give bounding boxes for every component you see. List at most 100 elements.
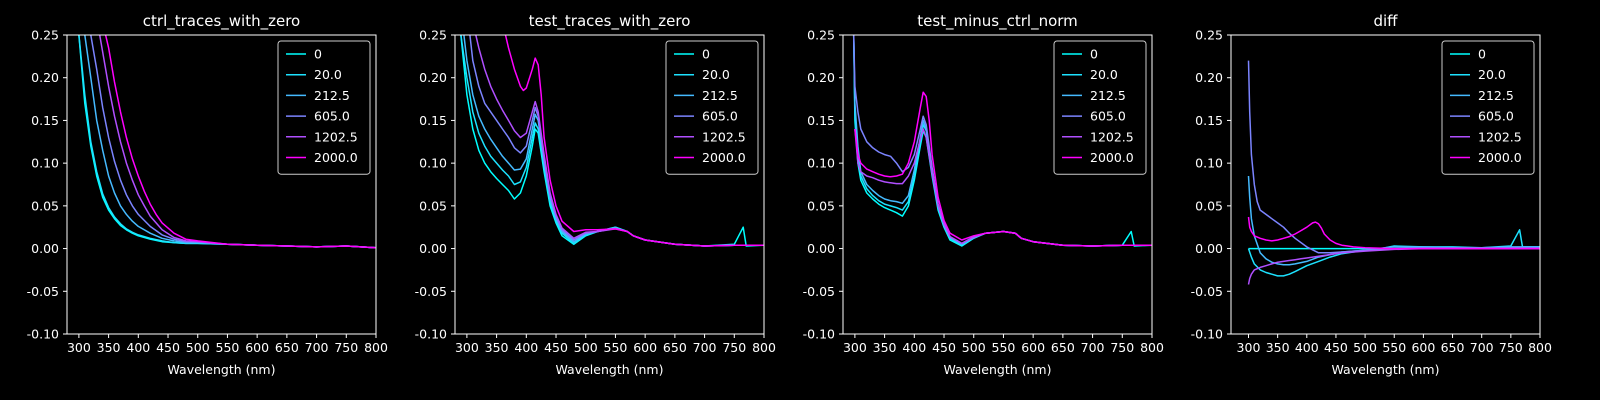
legend-entry: 2000.0 xyxy=(1478,150,1522,165)
legend-entry: 1202.5 xyxy=(314,129,358,144)
y-tick-label: 0.15 xyxy=(31,113,59,128)
plot-frame xyxy=(454,34,765,335)
x-tick-label: 350 xyxy=(873,340,897,355)
legend: 0 20.0 212.5 605.0 1202.5 2000.0 xyxy=(277,40,371,175)
y-tick-label: 0.20 xyxy=(419,70,447,85)
x-tick-label: 400 xyxy=(126,340,150,355)
series-line-1202.5 xyxy=(1247,247,1540,285)
x-tick-label: 700 xyxy=(305,340,329,355)
series-line-2000.0 xyxy=(104,35,376,249)
y-tick-label: 0.25 xyxy=(31,28,59,43)
x-tick-label: 750 xyxy=(334,340,358,355)
y-tick-label: 0.00 xyxy=(419,241,447,256)
legend-entry: 2000.0 xyxy=(702,150,746,165)
y-tick-label: 0.00 xyxy=(31,241,59,256)
legend-entry: 20.0 xyxy=(314,67,342,82)
legend-entry: 20.0 xyxy=(702,67,730,82)
x-tick-label: 450 xyxy=(544,340,568,355)
y-tick-label: -0.05 xyxy=(27,284,59,299)
x-tick-label: 650 xyxy=(1051,340,1075,355)
x-tick-label: 800 xyxy=(1528,340,1552,355)
legend-entry: 605.0 xyxy=(1478,109,1514,124)
x-tick-label: 550 xyxy=(604,340,628,355)
x-tick-label: 300 xyxy=(455,340,479,355)
x-tick-label: 500 xyxy=(1353,340,1377,355)
y-tick-label: 0.20 xyxy=(1195,70,1223,85)
x-tick-label: 650 xyxy=(275,340,299,355)
series-line-212.5 xyxy=(1247,175,1540,266)
x-tick-label: 700 xyxy=(1081,340,1105,355)
y-tick-label: -0.05 xyxy=(1191,284,1223,299)
y-tick-label: 0.10 xyxy=(1195,156,1223,171)
series-line-2000.0 xyxy=(1247,216,1540,250)
legend-entry: 212.5 xyxy=(1478,88,1514,103)
legend-entry: 605.0 xyxy=(314,109,350,124)
x-tick-label: 350 xyxy=(485,340,509,355)
y-tick-label: 0.15 xyxy=(1195,113,1223,128)
y-tick-label: 0.10 xyxy=(807,156,835,171)
legend-entry: 1202.5 xyxy=(702,129,746,144)
x-tick-label: 600 xyxy=(245,340,269,355)
y-tick-label: 0.00 xyxy=(807,241,835,256)
y-tick-label: -0.05 xyxy=(415,284,447,299)
y-tick-label: 0.05 xyxy=(419,198,447,213)
x-tick-label: 450 xyxy=(932,340,956,355)
y-tick-label: 0.05 xyxy=(31,198,59,213)
chart-panel-1: ctrl_traces_with_zero Wavelength (nm) 300 3… xyxy=(27,12,388,377)
x-axis-label: Wavelength (nm) xyxy=(168,362,276,377)
y-tick-label: 0.25 xyxy=(1195,28,1223,43)
chart-title: test_traces_with_zero xyxy=(529,12,691,31)
x-tick-label: 500 xyxy=(574,340,598,355)
y-tick-label: -0.10 xyxy=(803,327,835,342)
legend-entry: 20.0 xyxy=(1478,67,1506,82)
x-tick-label: 450 xyxy=(1324,340,1348,355)
x-tick-label: 300 xyxy=(843,340,867,355)
y-tick-label: 0.10 xyxy=(31,156,59,171)
x-tick-label: 550 xyxy=(992,340,1016,355)
x-tick-label: 750 xyxy=(722,340,746,355)
x-tick-label: 550 xyxy=(216,340,240,355)
x-tick-label: 400 xyxy=(902,340,926,355)
y-tick-label: 0.20 xyxy=(31,70,59,85)
legend-entry: 212.5 xyxy=(314,88,350,103)
plot-frame xyxy=(66,34,377,335)
y-tick-label: -0.05 xyxy=(803,284,835,299)
y-tick-label: 0.10 xyxy=(419,156,447,171)
legend-entry: 0 xyxy=(314,47,322,62)
legend-entry: 0 xyxy=(1478,47,1486,62)
legend-entry: 212.5 xyxy=(1090,88,1126,103)
y-tick-label: 0.20 xyxy=(807,70,835,85)
x-tick-label: 800 xyxy=(752,340,776,355)
x-tick-label: 700 xyxy=(693,340,717,355)
plot-frame xyxy=(842,34,1153,335)
x-tick-label: 750 xyxy=(1110,340,1134,355)
legend-entry: 20.0 xyxy=(1090,67,1118,82)
x-axis-label: Wavelength (nm) xyxy=(1332,362,1440,377)
x-tick-label: 400 xyxy=(1295,340,1319,355)
chart-title: diff xyxy=(1373,12,1398,30)
y-tick-label: 0.00 xyxy=(1195,241,1223,256)
legend-entry: 212.5 xyxy=(702,88,738,103)
x-tick-label: 650 xyxy=(663,340,687,355)
x-tick-label: 500 xyxy=(186,340,210,355)
y-tick-label: 0.05 xyxy=(1195,198,1223,213)
y-tick-label: 0.15 xyxy=(419,113,447,128)
legend-entry: 2000.0 xyxy=(314,150,358,165)
series-line-2000.0 xyxy=(504,35,764,247)
x-tick-label: 350 xyxy=(1266,340,1290,355)
series-line-2000.0 xyxy=(854,91,1152,247)
x-tick-label: 750 xyxy=(1499,340,1523,355)
x-tick-label: 300 xyxy=(1237,340,1261,355)
y-tick-label: 0.25 xyxy=(807,28,835,43)
y-tick-label: 0.15 xyxy=(807,113,835,128)
y-tick-label: -0.10 xyxy=(1191,327,1223,342)
x-tick-label: 600 xyxy=(633,340,657,355)
legend-entry: 605.0 xyxy=(1090,109,1126,124)
x-tick-label: 800 xyxy=(1140,340,1164,355)
x-tick-label: 350 xyxy=(97,340,121,355)
y-tick-label: -0.10 xyxy=(27,327,59,342)
legend-entry: 0 xyxy=(1090,47,1098,62)
x-axis-label: Wavelength (nm) xyxy=(944,362,1052,377)
legend: 0 20.0 212.5 605.0 1202.5 2000.0 xyxy=(1053,40,1147,175)
